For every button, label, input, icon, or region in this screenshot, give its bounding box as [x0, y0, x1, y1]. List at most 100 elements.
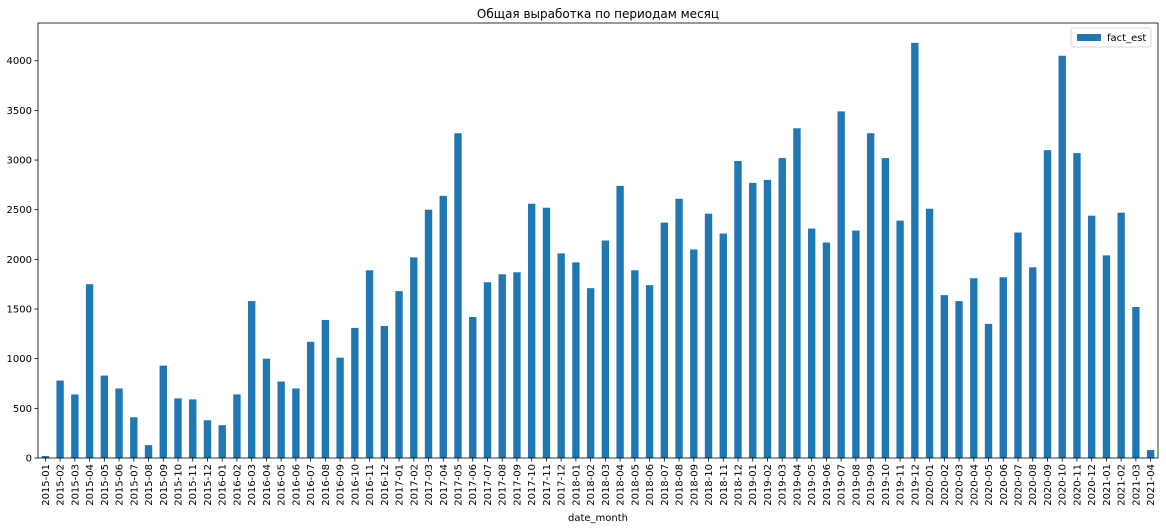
x-tick-label: 2015-03 [70, 464, 81, 506]
x-tick-label: 2016-05 [277, 464, 288, 506]
x-tick-label: 2018-03 [601, 464, 612, 506]
x-tick-label: 2021-03 [1131, 464, 1142, 506]
y-tick-label: 2000 [7, 255, 32, 266]
bar-2016-07 [306, 341, 315, 458]
bar-2021-01 [1102, 255, 1111, 458]
bar-2017-05 [454, 133, 462, 459]
x-tick-label: 2019-08 [851, 464, 862, 506]
y-ticks-group: 0 500 1000 1500 2000 2500 3000 3500 4000 [7, 56, 38, 465]
bar-2015-12 [203, 420, 212, 458]
x-tick-label: 2015-02 [56, 464, 67, 506]
bar-2017-07 [483, 282, 492, 458]
bar-2016-10 [351, 327, 359, 458]
x-tick-label: 2015-11 [188, 464, 199, 506]
x-tick-label: 2015-10 [174, 464, 185, 506]
x-tick-label: 2018-08 [675, 464, 686, 506]
x-tick-label: 2019-07 [837, 464, 848, 506]
x-tick-label: 2016-04 [262, 464, 273, 506]
bar-2016-05 [277, 381, 285, 458]
x-tick-label: 2018-06 [645, 464, 656, 506]
x-tick-label: 2017-05 [454, 464, 465, 506]
bar-2016-02 [233, 394, 241, 458]
bar-2019-04 [793, 128, 801, 458]
bar-2019-11 [896, 220, 904, 458]
x-tick-label: 2020-03 [955, 464, 966, 506]
bar-2018-02 [586, 288, 595, 458]
x-tick-label: 2017-03 [424, 464, 435, 506]
x-tick-label: 2015-01 [41, 464, 52, 506]
bar-2016-01 [218, 425, 226, 458]
legend-box [1070, 27, 1152, 48]
x-tick-label: 2016-08 [321, 464, 332, 506]
y-tick-label: 4000 [7, 56, 32, 67]
x-tick-label: 2019-04 [792, 464, 803, 506]
x-tick-label: 2019-02 [763, 464, 774, 506]
bar-2016-06 [292, 388, 300, 458]
bar-2015-09 [159, 365, 167, 458]
bar-2019-06 [822, 242, 831, 458]
bar-2015-04 [85, 284, 94, 458]
x-tick-label: 2016-12 [380, 464, 391, 506]
bar-2020-05 [984, 323, 993, 458]
legend-swatch [1077, 34, 1101, 41]
bar-2015-02 [56, 380, 64, 458]
bar-2019-07 [837, 111, 845, 458]
x-tick-label: 2015-12 [203, 464, 214, 506]
y-tick-label: 0 [26, 454, 32, 465]
x-tick-label: 2018-01 [571, 464, 582, 506]
x-tick-label: 2017-11 [542, 464, 553, 506]
x-tick-label: 2020-01 [925, 464, 936, 506]
bar-2015-08 [144, 445, 153, 458]
y-tick-label: 500 [13, 404, 32, 415]
x-tick-label: 2020-08 [1028, 464, 1039, 506]
bar-2019-02 [763, 179, 772, 459]
bar-2021-04 [1146, 450, 1155, 458]
x-tick-label: 2015-05 [100, 464, 111, 506]
x-tick-label: 2018-02 [586, 464, 597, 506]
bar-2018-04 [616, 185, 624, 458]
x-tick-label: 2017-01 [395, 464, 406, 506]
chart-title: Общая выработка по периодам месяц [477, 7, 719, 21]
x-tick-label: 2015-09 [159, 464, 170, 506]
x-tick-label: 2018-04 [616, 464, 627, 506]
bar-2019-09 [866, 133, 875, 459]
y-tick-label: 2500 [7, 205, 32, 216]
bar-2018-12 [734, 161, 742, 459]
x-tick-label: 2018-07 [660, 464, 671, 506]
x-tick-label: 2017-10 [527, 464, 538, 506]
bar-2020-09 [1043, 150, 1052, 458]
bar-2020-01 [925, 208, 934, 458]
bar-2019-08 [852, 230, 860, 458]
bar-2020-04 [970, 278, 978, 458]
x-tick-label: 2019-01 [748, 464, 759, 506]
bar-2016-04 [262, 358, 271, 458]
bar-2018-09 [690, 249, 698, 458]
x-tick-label: 2016-09 [336, 464, 347, 506]
bar-2016-11 [365, 270, 374, 458]
x-tick-label: 2018-09 [689, 464, 700, 506]
x-tick-label: 2017-09 [512, 464, 523, 506]
bar-2020-10 [1058, 55, 1066, 459]
x-tick-label: 2017-02 [409, 464, 420, 506]
bars-group [41, 42, 1155, 459]
bar-2017-03 [424, 209, 433, 458]
x-tick-label: 2019-09 [866, 464, 877, 506]
y-tick-label: 1000 [7, 354, 32, 365]
bar-2017-02 [410, 257, 418, 458]
x-tick-label: 2020-12 [1087, 464, 1098, 506]
x-tick-label: 2017-06 [468, 464, 479, 506]
x-tick-label: 2021-04 [1146, 464, 1157, 506]
bar-2019-03 [778, 158, 786, 458]
bar-2015-10 [174, 398, 182, 458]
bar-2020-08 [1029, 267, 1037, 458]
x-tick-label: 2016-06 [291, 464, 302, 506]
x-tick-label: 2020-05 [984, 464, 995, 506]
x-tick-label: 2016-07 [306, 464, 317, 506]
x-axis-label: date_month [568, 513, 628, 524]
y-tick-label: 1500 [7, 305, 32, 316]
bar-2017-04 [439, 195, 447, 458]
bar-2015-07 [130, 417, 138, 458]
y-tick-label: 3500 [7, 106, 32, 117]
x-tick-label: 2019-05 [807, 464, 818, 506]
